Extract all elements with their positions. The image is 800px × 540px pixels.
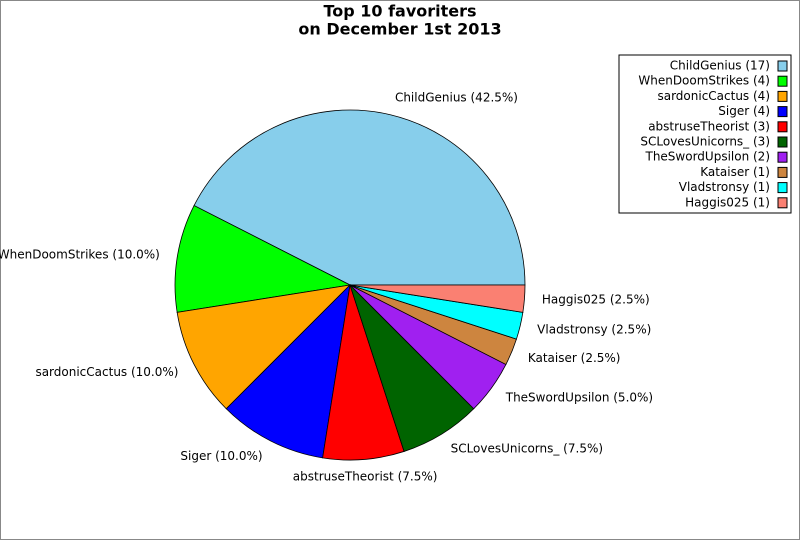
- legend-label: Haggis025 (1): [685, 195, 770, 209]
- slice-label: ChildGenius (42.5%): [395, 90, 518, 104]
- pie-slice: [176, 284, 352, 410]
- legend-label: Vladstronsy (1): [679, 180, 770, 194]
- legend-label: SCLovesUnicorns_ (3): [640, 135, 770, 149]
- legend-swatch: [777, 75, 788, 87]
- slice-label: Kataiser (2.5%): [528, 351, 621, 365]
- legend-label: Kataiser (1): [700, 165, 770, 179]
- slice-label: Vladstronsy (2.5%): [537, 322, 651, 336]
- legend-swatch: [777, 197, 788, 209]
- legend-swatch: [777, 166, 788, 178]
- slice-label: SCLovesUnicorns_ (7.5%): [451, 442, 603, 456]
- pie-slice: [174, 205, 352, 313]
- legend-label: TheSwordUpsilon (2): [644, 150, 770, 164]
- slice-label: abstruseTheorist (7.5%): [293, 469, 438, 483]
- legend-label: ChildGenius (17): [670, 59, 770, 73]
- legend-swatch: [777, 60, 788, 72]
- slice-label: Siger (10.0%): [180, 449, 262, 463]
- legend-swatch: [777, 106, 788, 118]
- legend-swatch: [777, 90, 788, 102]
- legend-label: abstruseTheorist (3): [648, 119, 770, 133]
- slice-label: Haggis025 (2.5%): [542, 293, 650, 307]
- chart-title: Top 10 favoriters: [323, 2, 476, 21]
- legend-box: [618, 54, 792, 214]
- slice-label: WhenDoomStrikes (10.0%): [0, 247, 160, 261]
- legend-swatch: [777, 182, 788, 194]
- chart-subtitle: on December 1st 2013: [298, 20, 501, 39]
- pie-slice: [193, 109, 526, 286]
- slice-label: TheSwordUpsilon (5.0%): [505, 391, 653, 405]
- legend-label: sardonicCactus (4): [657, 89, 770, 103]
- legend-swatch: [777, 136, 788, 148]
- legend-label: WhenDoomStrikes (4): [638, 74, 770, 88]
- legend-swatch: [777, 151, 788, 163]
- pie-slice: [349, 284, 526, 313]
- pie-slice: [225, 283, 351, 459]
- slice-label: sardonicCactus (10.0%): [35, 365, 178, 379]
- legend-swatch: [777, 121, 788, 133]
- legend-label: Siger (4): [718, 104, 770, 118]
